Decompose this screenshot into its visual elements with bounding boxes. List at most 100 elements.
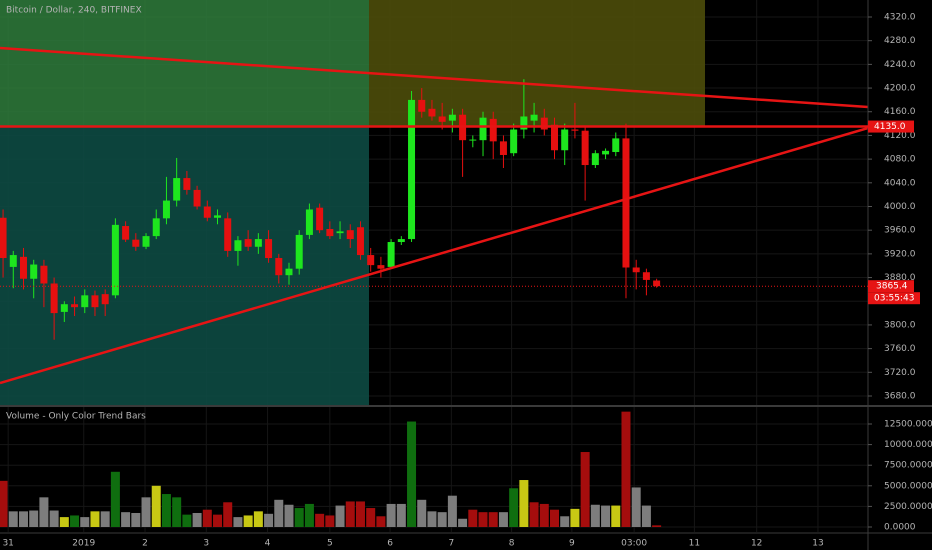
price-tag bbox=[868, 280, 914, 293]
volume-bar bbox=[8, 511, 18, 527]
x-tick-label: 6 bbox=[387, 539, 393, 549]
candle-body bbox=[448, 114, 456, 121]
candle-body bbox=[408, 99, 416, 240]
y-tick-label: 12500.0000 bbox=[884, 420, 932, 430]
volume-bar bbox=[161, 494, 171, 527]
candle-body bbox=[295, 234, 303, 269]
volume-bar bbox=[427, 511, 437, 527]
candle-body bbox=[91, 295, 99, 308]
last-price-label: 3865.4 bbox=[876, 282, 908, 292]
trend-line-lower bbox=[0, 126, 869, 385]
candle-body bbox=[540, 117, 548, 130]
volume-bar bbox=[417, 499, 427, 527]
candle-body bbox=[9, 255, 17, 267]
volume-bar bbox=[39, 497, 49, 527]
candle-body bbox=[122, 226, 130, 240]
volume-bar bbox=[192, 512, 202, 527]
candle-body bbox=[101, 294, 109, 305]
y-tick-label: 0.0000 bbox=[884, 522, 916, 532]
zone-teal bbox=[0, 126, 369, 405]
volume-bar bbox=[621, 411, 631, 527]
volume-bar bbox=[223, 502, 233, 527]
volume-bar bbox=[100, 511, 110, 527]
candle-body bbox=[19, 256, 27, 279]
volume-bar bbox=[29, 510, 39, 527]
x-tick-label: 2 bbox=[142, 539, 148, 549]
candle-body bbox=[152, 218, 160, 237]
candle-body bbox=[622, 138, 630, 268]
y-tick-label: 4120.0 bbox=[884, 131, 916, 141]
y-tick-label: 4000.0 bbox=[884, 202, 916, 212]
volume-bar bbox=[80, 517, 90, 527]
y-tick-label: 3960.0 bbox=[884, 226, 916, 236]
volume-bar bbox=[478, 512, 488, 527]
volume-bar bbox=[570, 508, 580, 527]
candle-body bbox=[244, 239, 252, 247]
y-tick-label: 3800.0 bbox=[884, 320, 916, 330]
candle-body bbox=[428, 108, 436, 117]
volume-bar bbox=[141, 497, 151, 527]
candle-body bbox=[520, 116, 528, 130]
volume-bar bbox=[366, 508, 376, 527]
candle-body bbox=[602, 150, 610, 155]
candle-body bbox=[591, 153, 599, 166]
candle-body bbox=[397, 239, 405, 243]
candle-body bbox=[50, 283, 58, 314]
candle-body bbox=[581, 130, 589, 166]
volume-bar bbox=[458, 518, 468, 527]
y-tick-label: 4240.0 bbox=[884, 60, 916, 70]
candle-body bbox=[142, 236, 150, 247]
volume-bar bbox=[182, 514, 192, 527]
candle-body bbox=[387, 242, 395, 267]
candle-body bbox=[0, 217, 7, 259]
y-tick-label: 3680.0 bbox=[884, 391, 916, 401]
countdown-tag bbox=[868, 292, 920, 305]
candle-body bbox=[203, 206, 211, 218]
candle-body bbox=[40, 265, 48, 284]
volume-bar bbox=[315, 513, 325, 527]
candle-body bbox=[285, 268, 293, 276]
candle-body bbox=[214, 215, 222, 218]
candle-body bbox=[326, 229, 334, 237]
y-tick-label: 7500.0000 bbox=[884, 461, 932, 471]
volume-title: Volume - Only Color Trend Bars bbox=[6, 412, 146, 422]
y-tick-label: 4200.0 bbox=[884, 84, 916, 94]
volume-bar bbox=[488, 512, 498, 527]
volume-bar bbox=[0, 480, 8, 527]
x-tick-label: 9 bbox=[569, 539, 575, 549]
y-tick-label: 4040.0 bbox=[884, 178, 916, 188]
chart-title: Bitcoin / Dollar, 240, BITFINEX bbox=[6, 6, 142, 16]
countdown: 03:55:43 bbox=[874, 294, 914, 304]
level-tag bbox=[868, 120, 914, 133]
volume-bar bbox=[601, 505, 611, 527]
y-tick-label: 3720.0 bbox=[884, 368, 916, 378]
candle-body bbox=[316, 207, 324, 231]
y-tick-label: 5000.0000 bbox=[884, 481, 932, 491]
candle-body bbox=[254, 239, 262, 247]
x-tick-label: 7 bbox=[448, 539, 454, 549]
candle-body bbox=[60, 304, 68, 312]
volume-bar bbox=[509, 488, 519, 527]
volume-bar bbox=[539, 503, 549, 527]
volume-bar bbox=[325, 515, 335, 527]
candle-body bbox=[632, 267, 640, 273]
volume-bar bbox=[498, 512, 508, 527]
y-tick-label: 2500.0000 bbox=[884, 502, 932, 512]
candle-body bbox=[367, 255, 375, 266]
zone-green bbox=[0, 0, 369, 126]
x-tick-label: 31 bbox=[2, 539, 13, 549]
x-tick-label: 12 bbox=[751, 539, 762, 549]
candle-body bbox=[305, 209, 313, 235]
volume-bar bbox=[611, 505, 621, 527]
volume-bar bbox=[407, 421, 417, 527]
x-tick-label: 03:00 bbox=[621, 539, 647, 549]
volume-bar bbox=[131, 512, 141, 527]
volume-bar bbox=[284, 504, 294, 527]
candle-body bbox=[346, 230, 354, 240]
y-tick-label: 4320.0 bbox=[884, 12, 916, 22]
x-tick-label: 11 bbox=[689, 539, 700, 549]
x-tick-label: 2019 bbox=[72, 539, 95, 549]
candle-body bbox=[438, 116, 446, 122]
candle-body bbox=[30, 264, 38, 279]
